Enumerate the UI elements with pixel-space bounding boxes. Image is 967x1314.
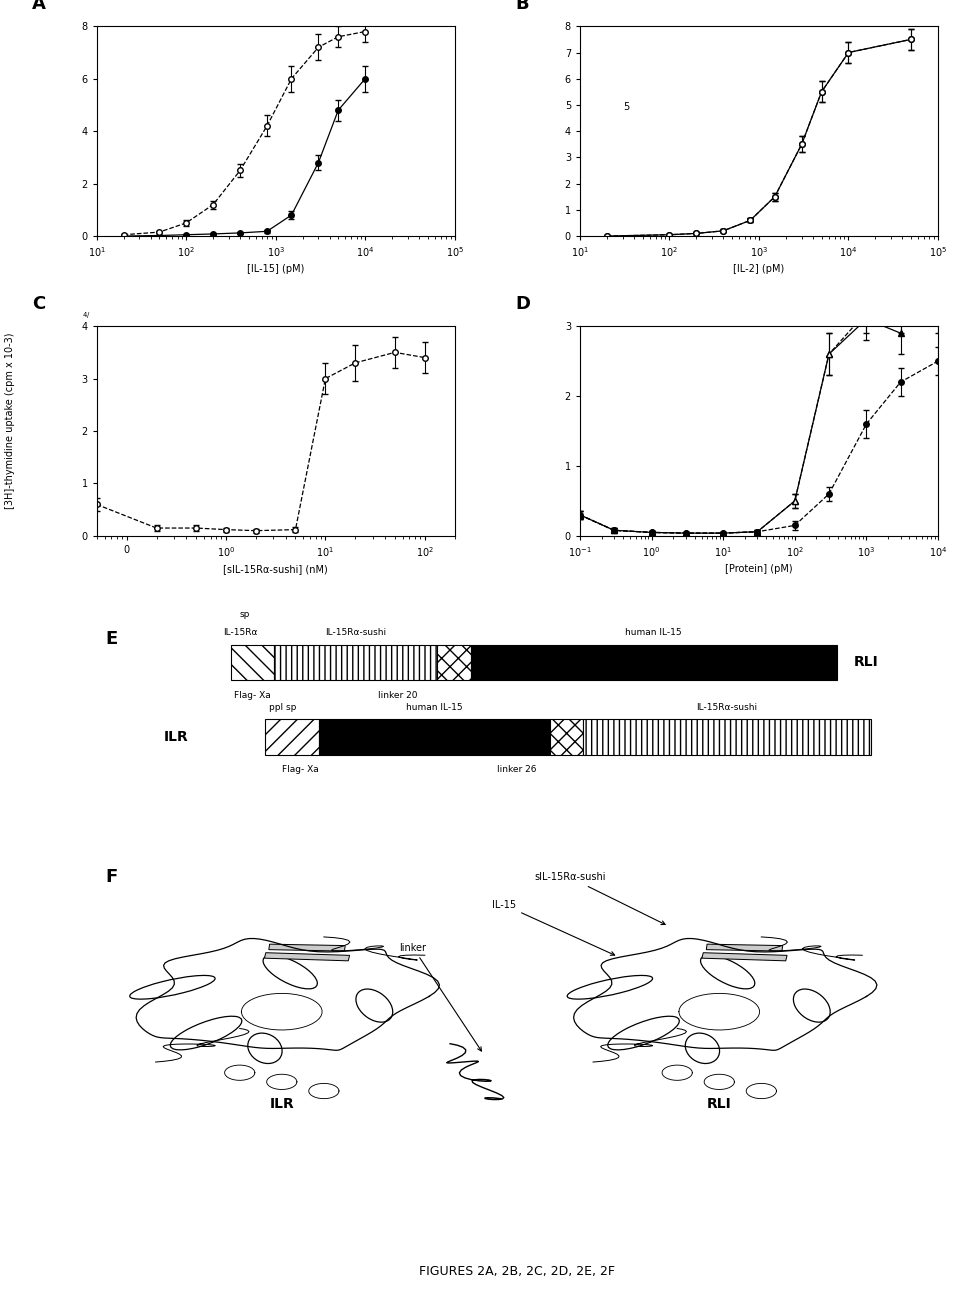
Text: linker 26: linker 26 [497,765,537,774]
Bar [437,645,471,681]
Text: IL-15Rα: IL-15Rα [222,628,257,637]
X-axis label: [Protein] (pM): [Protein] (pM) [725,564,793,574]
Text: human IL-15: human IL-15 [626,628,682,637]
Text: IL-15Rα-sushi: IL-15Rα-sushi [696,703,757,712]
Bar [265,719,319,754]
Text: ppl sp: ppl sp [269,703,297,712]
Text: $^{4/}$: $^{4/}$ [82,311,91,322]
Bar [274,645,437,681]
Text: A: A [32,0,46,13]
Text: C: C [32,296,45,313]
Text: B: B [515,0,529,13]
Text: ILR: ILR [164,729,189,744]
Text: FIGURES 2A, 2B, 2C, 2D, 2E, 2F: FIGURES 2A, 2B, 2C, 2D, 2E, 2F [420,1264,615,1277]
Text: E: E [105,631,117,648]
Text: linker: linker [399,942,482,1051]
Text: sIL-15Rα-sushi: sIL-15Rα-sushi [534,872,665,925]
Bar [549,719,583,754]
Text: D: D [515,296,531,313]
Polygon shape [264,953,350,961]
X-axis label: [IL-2] (pM): [IL-2] (pM) [733,264,784,275]
Text: linker 20: linker 20 [377,691,417,699]
Bar [583,719,870,754]
Bar [319,719,549,754]
Text: [3H]-thymidine uptake (cpm x 10-3): [3H]-thymidine uptake (cpm x 10-3) [5,332,15,509]
Text: human IL-15: human IL-15 [406,703,463,712]
X-axis label: [sIL-15Rα-sushi] (nM): [sIL-15Rα-sushi] (nM) [223,564,328,574]
Polygon shape [702,953,787,961]
Bar [471,645,837,681]
X-axis label: [IL-15] (pM): [IL-15] (pM) [247,264,305,275]
Text: ILR: ILR [270,1097,294,1112]
Text: IL-15: IL-15 [492,900,615,955]
Text: Flag- Xa: Flag- Xa [282,765,319,774]
Polygon shape [706,945,782,951]
Text: IL-15Rα-sushi: IL-15Rα-sushi [325,628,386,637]
Text: RLI: RLI [854,656,879,669]
Text: sp: sp [240,610,250,619]
Text: RLI: RLI [707,1097,732,1112]
Text: Flag- Xa: Flag- Xa [234,691,271,699]
Bar [231,645,274,681]
Text: F: F [105,869,117,886]
Polygon shape [269,945,345,951]
Text: 5: 5 [623,102,630,112]
